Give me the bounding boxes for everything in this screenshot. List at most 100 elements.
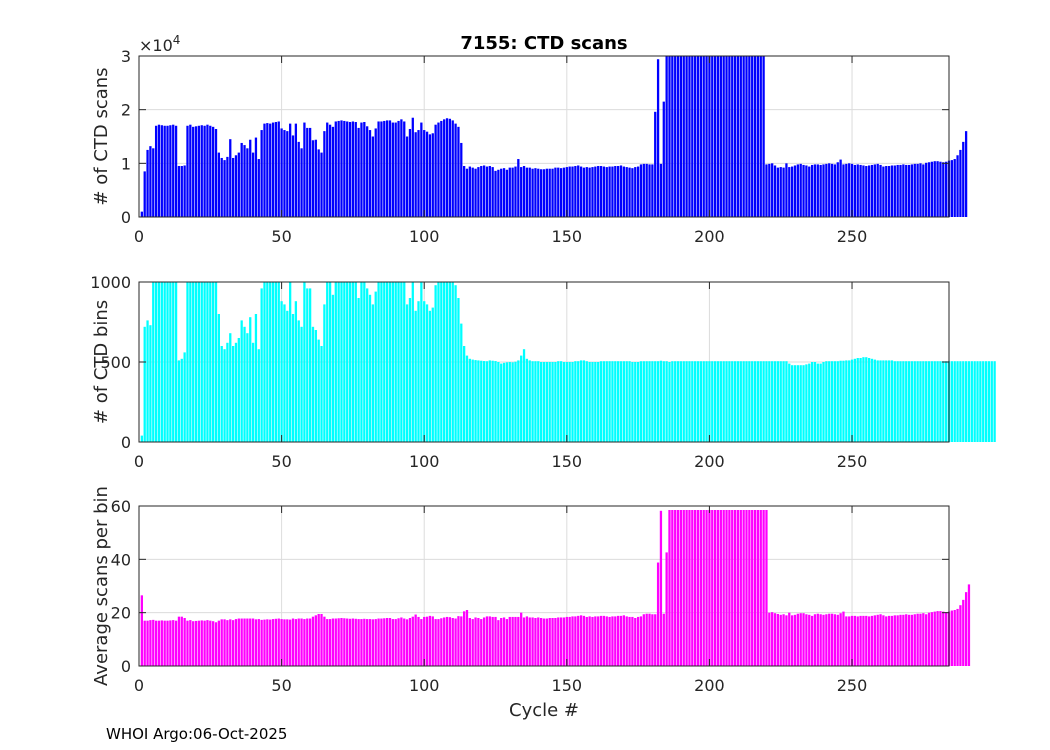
bar [933,361,936,442]
bar [300,148,303,217]
bar [425,616,429,666]
bar [922,164,925,217]
bar [936,361,939,442]
bar [203,620,206,666]
bar [890,165,894,217]
bar [480,166,483,217]
bar [705,510,708,666]
bar [956,155,959,217]
bar [192,126,195,217]
bar [152,282,155,442]
bar [306,127,309,217]
bar [842,611,845,666]
bar [651,361,654,442]
bar [280,619,283,666]
bar [474,617,477,666]
bar [799,365,802,442]
bar [870,358,874,442]
bar [896,164,899,217]
bar [420,122,423,217]
bar [157,620,161,666]
bar [143,620,146,666]
bar [186,125,189,217]
bar [545,618,548,666]
bar [771,612,774,666]
bar [229,139,232,217]
bar [277,618,280,666]
bar [223,349,226,442]
bar [554,362,557,442]
bar [870,164,874,217]
bar [742,361,745,442]
bar [266,282,269,442]
bar [594,616,597,666]
bar [317,149,320,217]
bar [825,361,828,442]
bar [280,128,283,217]
bar [896,615,899,666]
bar [927,162,931,217]
bar [214,282,218,442]
bar [813,164,817,217]
bar [334,282,337,442]
bar [782,614,785,666]
bar [348,282,352,442]
bar [602,615,606,666]
bar [574,616,577,666]
bar [833,361,837,442]
bar [731,361,734,442]
bar [728,361,731,442]
bar [939,361,942,442]
bar [192,621,195,666]
bar [810,362,814,442]
bar [608,616,611,666]
y-tick-label: 0 [121,208,131,227]
bar [907,614,911,666]
bar [354,618,357,666]
bar [308,127,312,217]
bar [862,165,865,217]
bar [562,617,566,666]
bar [668,510,671,666]
bar [685,361,688,442]
bar [945,361,948,442]
bar [451,282,454,442]
bar [517,360,520,442]
bar [611,166,614,217]
bar [494,616,497,666]
bar [377,282,380,442]
y-tick-label: 60 [111,497,131,516]
bar [209,620,212,666]
bar [759,361,762,442]
bar [306,288,309,442]
bar [682,56,685,217]
bar [405,304,409,442]
bar [545,362,548,442]
bar [203,282,206,442]
bar [385,618,389,666]
bar [751,56,754,217]
bar [391,122,394,217]
bar [919,163,922,217]
bar [565,167,568,217]
bar [936,161,939,217]
bar [639,164,643,217]
bar [571,362,574,442]
bar [363,122,366,217]
bar [212,126,215,217]
bar [853,164,857,217]
bar [291,618,295,666]
bar [154,125,158,217]
bar [511,616,514,666]
bar [602,361,606,442]
bar [403,121,406,217]
bar [468,618,471,666]
bar [340,282,343,442]
bar [237,338,240,442]
bar [380,282,383,442]
bar [368,130,372,217]
bar [585,361,588,442]
bar [916,163,919,217]
bar [337,120,340,217]
bar [642,361,645,442]
